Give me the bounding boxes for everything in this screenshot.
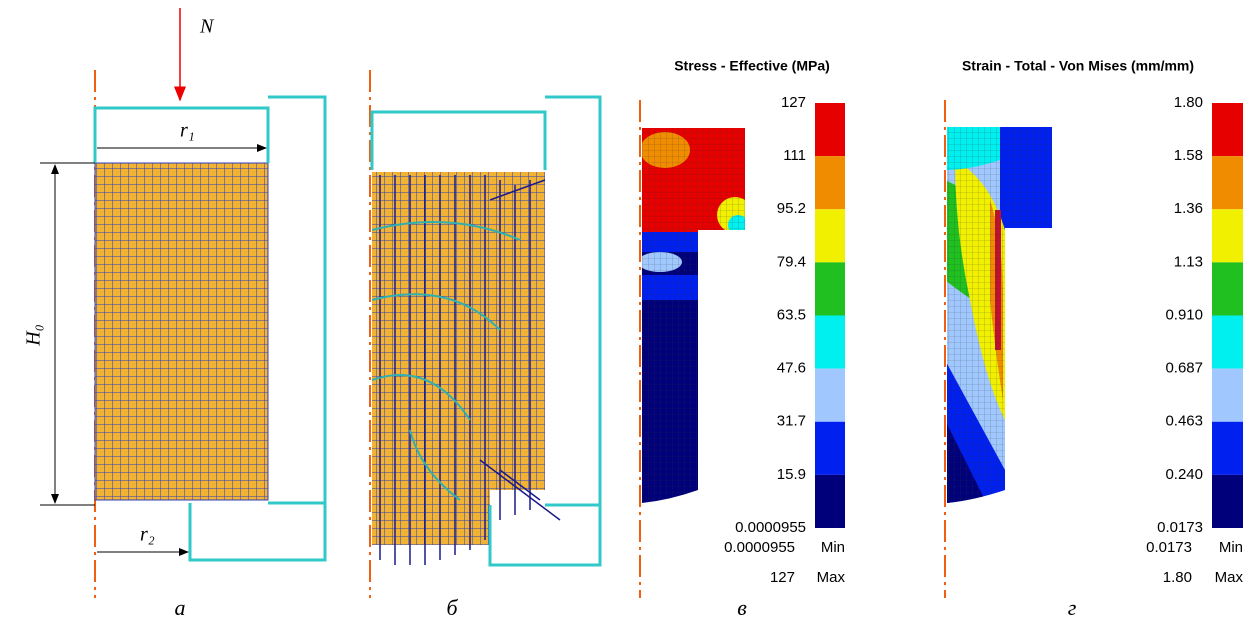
legend-label: 0.463: [1165, 413, 1203, 430]
legend-band: [815, 369, 845, 422]
figure: N r₁ H₀ r₂ а б: [0, 0, 1249, 625]
legend-label: 111: [783, 147, 806, 164]
legend-band: [815, 422, 845, 475]
panel-letter: б: [446, 595, 458, 620]
legend-title: Strain - Total - Von Mises (mm/mm): [962, 58, 1194, 74]
legend-label: 47.6: [777, 360, 806, 377]
stress-field: [638, 120, 753, 510]
legend-band: [815, 475, 845, 528]
legend-band: [815, 103, 845, 156]
legend-band: [1212, 316, 1243, 369]
r2-label: r₂: [140, 524, 155, 546]
legend-band: [1212, 475, 1243, 528]
panel-g: Strain - Total - Von Mises (mm/mm) 1.801…: [945, 58, 1243, 620]
max-value: 1.80: [1163, 569, 1192, 586]
legend-band: [815, 262, 845, 315]
legend-label: 1.36: [1174, 200, 1203, 217]
legend-band: [1212, 422, 1243, 475]
min-word: Min: [1219, 539, 1243, 556]
legend-band: [815, 209, 845, 262]
legend-band: [1212, 156, 1243, 209]
legend-title: Stress - Effective (MPa): [674, 58, 830, 74]
legend-band: [1212, 103, 1243, 156]
panel-letter: а: [175, 595, 186, 620]
legend-label: 0.240: [1165, 466, 1203, 483]
legend-label: 95.2: [777, 200, 806, 217]
legend-label: 1.58: [1174, 147, 1203, 164]
legend-band: [1212, 209, 1243, 262]
legend-band: [1212, 262, 1243, 315]
strain-field: [945, 120, 1055, 510]
max-word: Max: [1215, 569, 1244, 586]
legend-label: 63.5: [777, 306, 806, 323]
max-value: 127: [770, 569, 795, 586]
color-legend: 1.80 1.58 1.36 1.13 0.910 0.687 0.463 0.240 0.01…: [1146, 94, 1243, 586]
legend-label: 127: [781, 94, 806, 111]
legend-label: 15.9: [777, 466, 806, 483]
legend-label: 1.13: [1174, 253, 1203, 270]
force-label: N: [199, 16, 215, 38]
legend-band: [1212, 369, 1243, 422]
min-word: Min: [821, 539, 845, 556]
panel-v: Stress - Effective (MPa) 127 111 95.2 79.4 6…: [638, 58, 845, 620]
h-label: H₀: [23, 324, 45, 346]
legend-label: 31.7: [777, 413, 806, 430]
legend-label: 1.80: [1174, 94, 1203, 111]
billet: [95, 163, 268, 500]
legend-label: 0.0173: [1157, 519, 1203, 536]
legend-label: 0.687: [1165, 360, 1203, 377]
legend-band: [815, 316, 845, 369]
legend-label: 0.910: [1165, 306, 1203, 323]
legend-label: 0.0000955: [735, 519, 806, 536]
legend-label: 79.4: [777, 253, 806, 270]
r1-label: r₁: [180, 120, 195, 142]
panel-letter: г: [1068, 595, 1077, 620]
min-value: 0.0000955: [724, 539, 795, 556]
max-word: Max: [817, 569, 846, 586]
min-value: 0.0173: [1146, 539, 1192, 556]
legend-band: [815, 156, 845, 209]
panel-a: N r₁ H₀ r₂ а: [23, 8, 325, 620]
panel-letter: в: [737, 595, 747, 620]
panel-b: б: [370, 70, 600, 620]
